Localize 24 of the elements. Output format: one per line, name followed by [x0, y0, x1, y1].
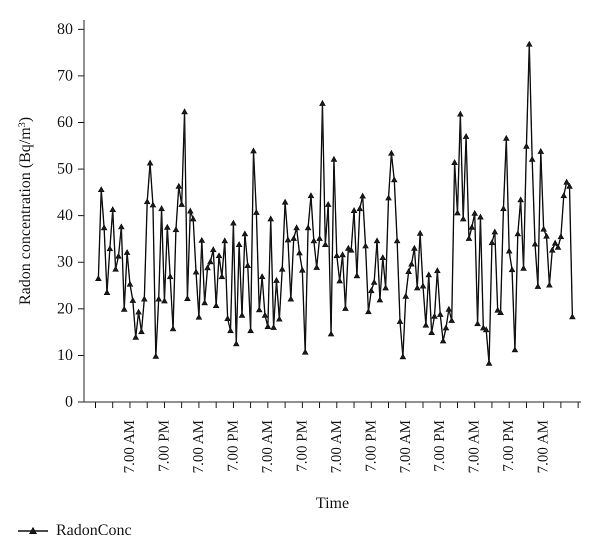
x-tick-label: 7.00 PM — [294, 420, 310, 472]
x-tick-label: 7.00 AM — [398, 420, 414, 474]
y-tick-label: 20 — [57, 300, 73, 318]
x-tick-label: 7.00 PM — [501, 420, 518, 472]
legend-label: RadonConc — [56, 522, 132, 540]
x-tick-label: 7.00 AM — [122, 420, 138, 474]
x-tick-label: 7.00 PM — [225, 420, 242, 472]
y-tick-label: 40 — [57, 207, 73, 224]
x-axis-title: Time — [316, 495, 350, 512]
x-tick-label: 7.00 AM — [536, 420, 552, 474]
x-tick-label: 7.00 AM — [190, 420, 207, 474]
y-tick-label: 10 — [57, 346, 73, 364]
y-tick-label: 70 — [57, 67, 73, 84]
x-tick-label: 7.00 PM — [363, 420, 380, 472]
x-tick-label: 7.00 AM — [328, 420, 345, 474]
y-tick-label: 30 — [57, 254, 73, 271]
x-tick-label: 7.00 PM — [432, 420, 448, 472]
y-tick-label: 50 — [57, 160, 73, 178]
y-tick-label: 0 — [65, 394, 73, 410]
x-tick-label: 7.00 PM — [156, 420, 172, 472]
y-tick-label: 80 — [57, 20, 73, 38]
y-tick-label: 60 — [57, 114, 73, 131]
x-tick-label: 7.00 AM — [260, 420, 276, 474]
x-tick-label: 7.00 AM — [466, 420, 483, 474]
